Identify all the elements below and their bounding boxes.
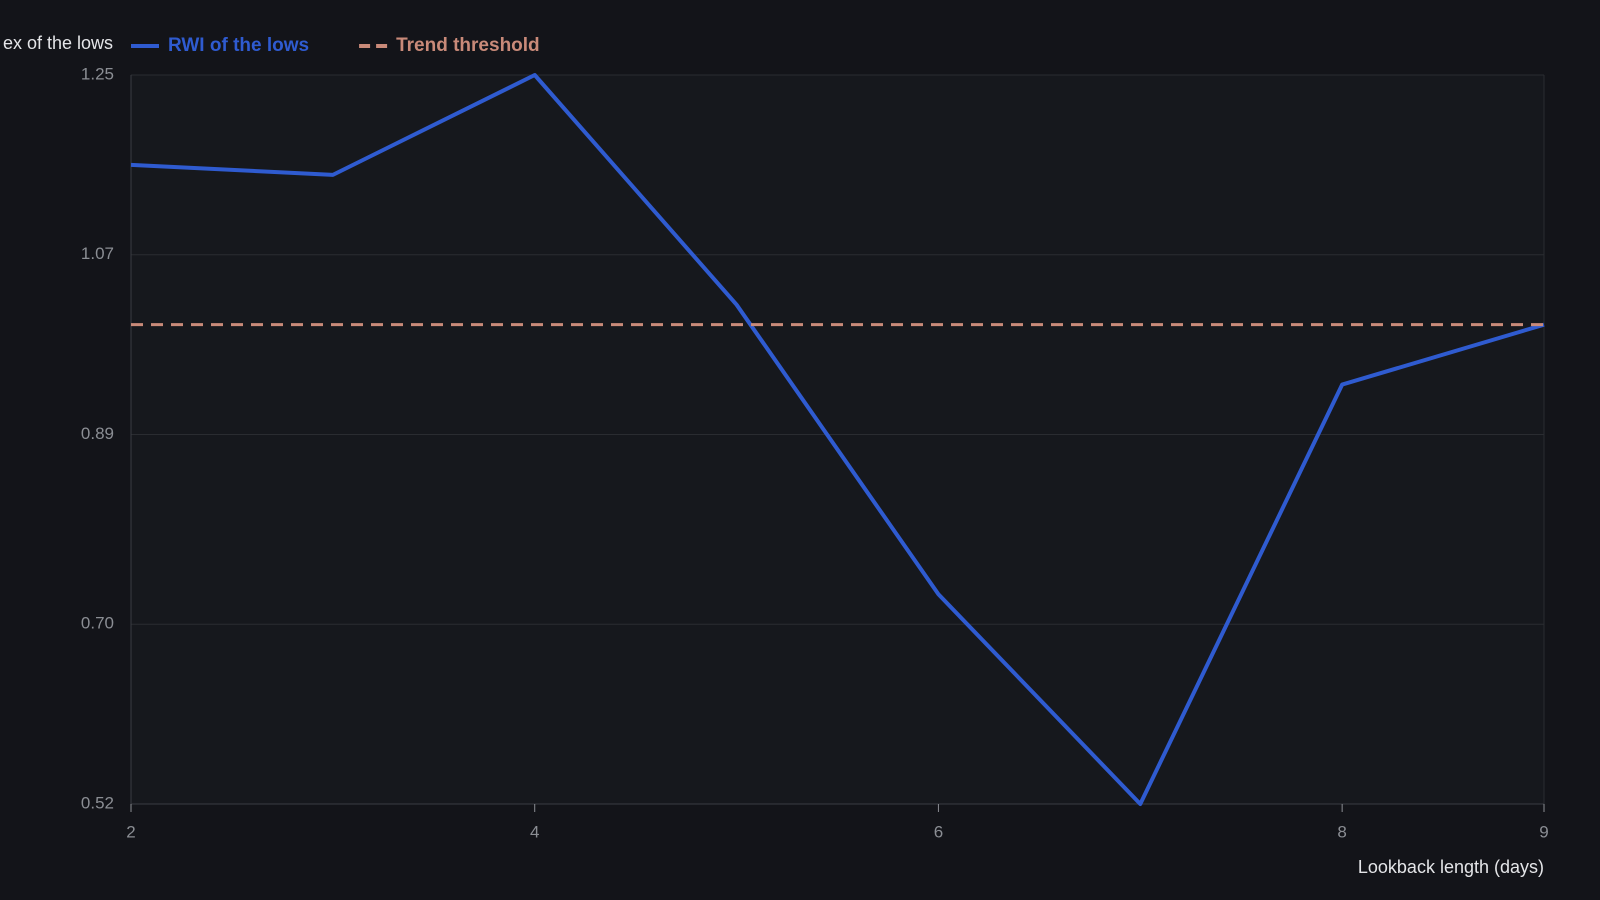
y-tick-label: 0.52: [81, 793, 114, 812]
y-axis-label: ex of the lows: [3, 33, 113, 53]
x-tick-label: 2: [126, 822, 135, 841]
x-axis-label: Lookback length (days): [1358, 857, 1544, 877]
x-tick-label: 9: [1539, 822, 1548, 841]
plot-area: [131, 75, 1544, 804]
legend-label: RWI of the lows: [168, 35, 309, 56]
y-tick-label: 0.89: [81, 424, 114, 443]
series-line: [130, 73, 1545, 806]
x-tick-label: 8: [1337, 822, 1346, 841]
x-tick-label: 4: [530, 822, 539, 841]
legend-label: Trend threshold: [396, 35, 540, 56]
y-tick-label: 1.07: [81, 244, 114, 263]
y-tick-label: 1.25: [81, 64, 114, 83]
x-tick-label: 6: [934, 822, 943, 841]
y-tick-label: 0.70: [81, 614, 114, 633]
